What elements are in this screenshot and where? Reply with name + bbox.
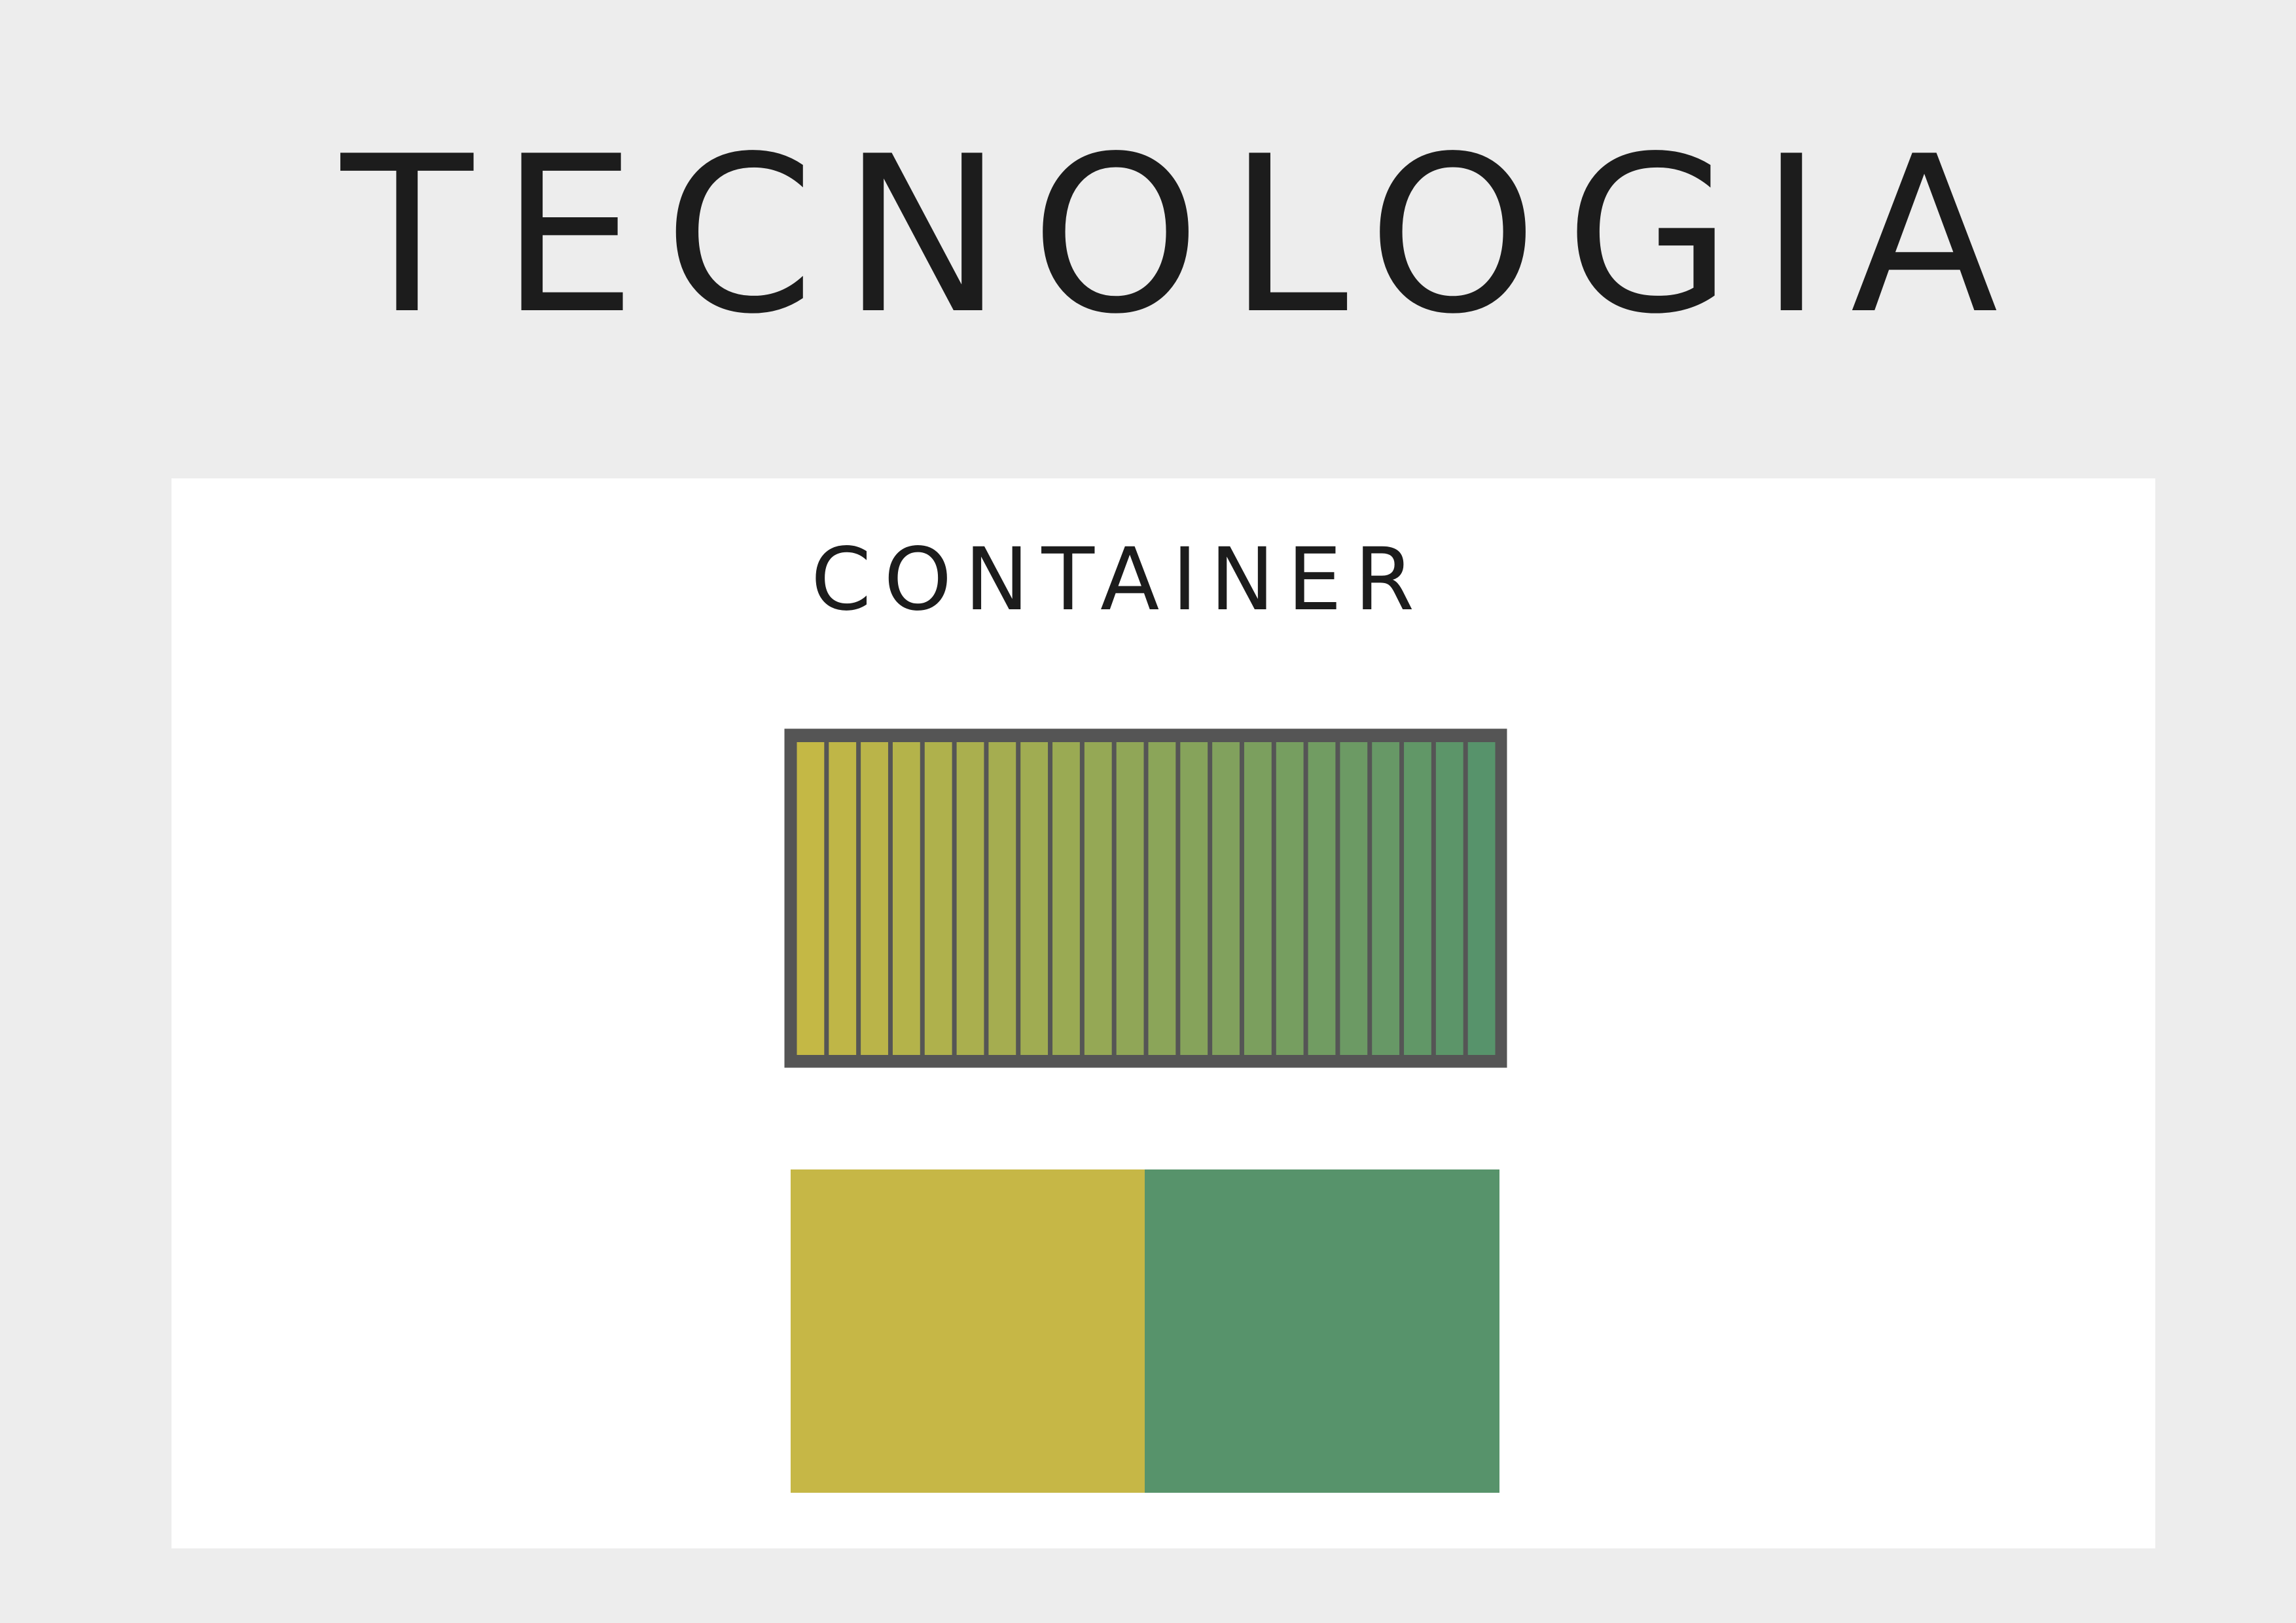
container-stripe bbox=[1052, 742, 1080, 1055]
container-stripe bbox=[1116, 742, 1144, 1055]
container-stripe bbox=[1467, 742, 1496, 1055]
container-stripe bbox=[924, 742, 952, 1055]
container-stripe bbox=[892, 742, 920, 1055]
panel-title: CONTAINER bbox=[811, 529, 1414, 630]
container-stripe bbox=[829, 742, 857, 1055]
container-stripe bbox=[797, 742, 825, 1055]
container-stripe bbox=[988, 742, 1016, 1055]
container-stripe bbox=[1084, 742, 1112, 1055]
swatch-yellow bbox=[791, 1169, 1145, 1493]
container-stripe bbox=[956, 742, 984, 1055]
container-stripe bbox=[861, 742, 888, 1055]
container-stripe bbox=[1404, 742, 1431, 1055]
page-title: TECNOLOGIA bbox=[338, 110, 1999, 361]
container-stripe bbox=[1020, 742, 1049, 1055]
container-stripe bbox=[1148, 742, 1176, 1055]
swatch-green bbox=[1145, 1169, 1499, 1493]
container-stripe bbox=[1276, 742, 1304, 1055]
container-stripe bbox=[1308, 742, 1336, 1055]
container-stripe bbox=[1340, 742, 1368, 1055]
container-illustration bbox=[784, 728, 1507, 1068]
container-stripe bbox=[1372, 742, 1400, 1055]
container-stripe bbox=[1435, 742, 1463, 1055]
container-stripe bbox=[1244, 742, 1272, 1055]
container-stripe bbox=[1180, 742, 1208, 1055]
container-stripe bbox=[1212, 742, 1240, 1055]
